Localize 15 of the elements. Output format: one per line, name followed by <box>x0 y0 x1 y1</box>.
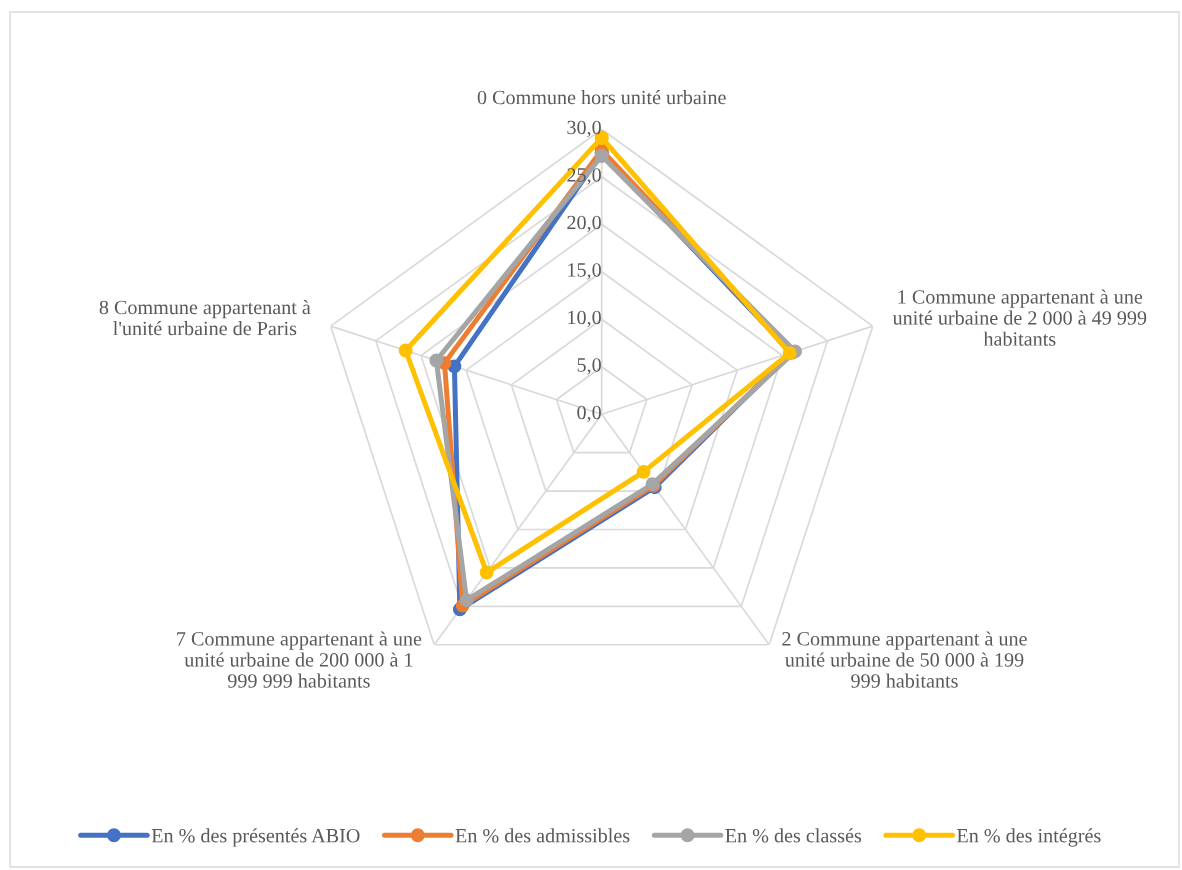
spoke-label: 1 Commune appartenant à une unité urbaine de 2 000 à 49 999 habitants <box>892 289 1147 346</box>
y-tick-label: 10,0 <box>568 310 601 328</box>
y-tick-label: 20,0 <box>567 215 601 233</box>
y-tick-label: 0,0 <box>577 405 601 423</box>
legend-label: En % des présentés ABIO <box>151 828 360 847</box>
legend-label: En % des classés <box>725 828 862 843</box>
y-tick-label: 15,0 <box>568 263 601 280</box>
y-tick-label: 30,0 <box>567 120 601 138</box>
spoke-label: 2 Commune appartenant à une unité urbaine de 50 000 à 199 999 habitants <box>782 631 1027 688</box>
y-tick-label: 5,0 <box>577 358 601 375</box>
spoke-label: 7 Commune appartenant à une unité urbaine de 200 000 à 1 999 999 habitants <box>177 631 422 688</box>
spoke-label: 8 Commune appartenant à l'unité urbaine de Paris <box>99 300 311 336</box>
legend-label: En % des intégrés <box>957 828 1101 847</box>
spoke-label: 0 Commune hors unité urbaine <box>477 90 726 105</box>
legend-label: En % des admissibles <box>455 828 630 843</box>
